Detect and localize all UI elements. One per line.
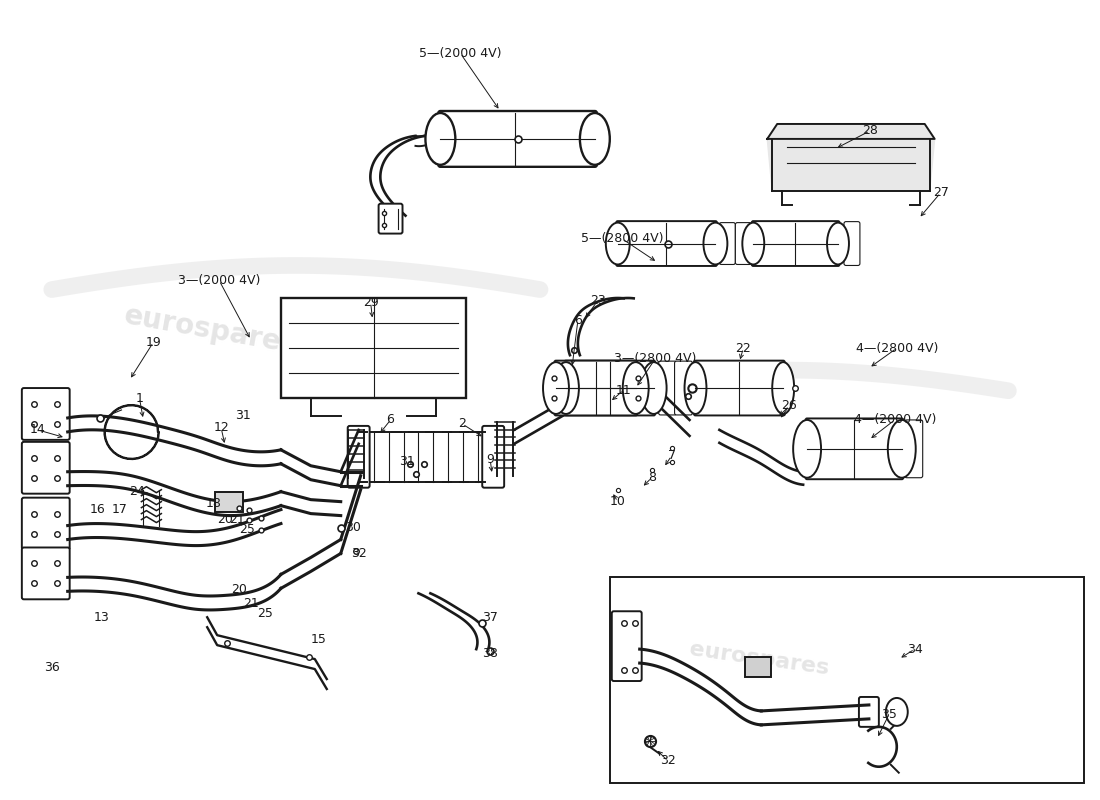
Text: 36: 36 <box>44 661 59 674</box>
FancyBboxPatch shape <box>22 388 69 440</box>
Text: eurospares: eurospares <box>689 639 830 679</box>
Text: 38: 38 <box>482 646 498 660</box>
Text: 9: 9 <box>486 454 494 466</box>
Text: 8: 8 <box>648 471 656 484</box>
Text: 1: 1 <box>135 391 143 405</box>
Ellipse shape <box>888 420 915 478</box>
Text: 31: 31 <box>398 455 415 468</box>
FancyBboxPatch shape <box>805 418 903 479</box>
FancyBboxPatch shape <box>564 361 656 415</box>
Ellipse shape <box>553 362 579 414</box>
Text: 17: 17 <box>111 503 128 516</box>
Ellipse shape <box>704 222 727 265</box>
Text: 20: 20 <box>217 513 233 526</box>
Text: 4—(2000 4V): 4—(2000 4V) <box>854 414 936 426</box>
FancyBboxPatch shape <box>844 222 860 266</box>
Ellipse shape <box>742 222 764 265</box>
Text: 12: 12 <box>213 422 229 434</box>
Text: 29: 29 <box>363 296 378 309</box>
Text: 4—(2800 4V): 4—(2800 4V) <box>856 342 938 354</box>
Text: 14: 14 <box>30 423 46 436</box>
FancyBboxPatch shape <box>616 221 717 266</box>
Text: 28: 28 <box>862 125 878 138</box>
Text: eurospares: eurospares <box>122 301 300 359</box>
Text: 13: 13 <box>94 610 109 624</box>
Text: 3—(2800 4V): 3—(2800 4V) <box>615 352 696 365</box>
Bar <box>359 432 493 482</box>
Ellipse shape <box>426 113 455 165</box>
FancyBboxPatch shape <box>22 547 69 599</box>
Ellipse shape <box>886 698 907 726</box>
Ellipse shape <box>543 362 569 414</box>
FancyBboxPatch shape <box>859 697 879 727</box>
FancyBboxPatch shape <box>482 426 504 488</box>
Text: 31: 31 <box>235 410 251 422</box>
FancyBboxPatch shape <box>22 442 69 494</box>
Ellipse shape <box>684 362 706 414</box>
Text: 37: 37 <box>482 610 498 624</box>
Text: 7: 7 <box>668 450 675 462</box>
Text: 30: 30 <box>344 521 361 534</box>
Ellipse shape <box>606 222 629 265</box>
Ellipse shape <box>772 362 794 414</box>
FancyBboxPatch shape <box>694 361 784 415</box>
Text: 26: 26 <box>781 399 798 413</box>
Text: 3—(2000 4V): 3—(2000 4V) <box>178 274 261 287</box>
FancyBboxPatch shape <box>554 361 637 415</box>
FancyBboxPatch shape <box>22 498 69 550</box>
Text: 34: 34 <box>906 642 923 656</box>
Text: 35: 35 <box>881 709 896 722</box>
Text: 23: 23 <box>590 294 606 307</box>
Ellipse shape <box>640 362 667 414</box>
FancyBboxPatch shape <box>719 222 736 265</box>
Text: 10: 10 <box>609 495 626 508</box>
Text: 32: 32 <box>351 547 366 560</box>
Text: 20: 20 <box>231 583 248 596</box>
FancyBboxPatch shape <box>674 361 693 415</box>
Text: 18: 18 <box>206 497 221 510</box>
Bar <box>746 657 771 677</box>
FancyBboxPatch shape <box>348 426 370 488</box>
Ellipse shape <box>580 113 609 165</box>
Text: 5—(2000 4V): 5—(2000 4V) <box>419 46 502 60</box>
Text: 5—(2800 4V): 5—(2800 4V) <box>581 232 663 245</box>
Text: 32: 32 <box>660 754 675 767</box>
Text: 19: 19 <box>145 336 162 349</box>
FancyBboxPatch shape <box>378 204 403 234</box>
Text: 6: 6 <box>386 414 395 426</box>
FancyBboxPatch shape <box>659 361 676 415</box>
Text: 6: 6 <box>574 314 582 326</box>
Text: 21: 21 <box>229 513 245 526</box>
Polygon shape <box>767 124 935 190</box>
Bar <box>280 298 466 398</box>
Text: 15: 15 <box>311 633 327 646</box>
Text: 21: 21 <box>243 597 258 610</box>
Text: eurospares: eurospares <box>640 590 818 648</box>
Bar <box>216 492 243 512</box>
Ellipse shape <box>793 420 821 478</box>
Text: 25: 25 <box>239 523 255 536</box>
Bar <box>609 578 1085 782</box>
Text: 2: 2 <box>459 418 466 430</box>
FancyBboxPatch shape <box>751 221 839 266</box>
Text: 22: 22 <box>736 342 751 354</box>
Text: 25: 25 <box>257 606 273 620</box>
FancyBboxPatch shape <box>612 611 641 681</box>
FancyBboxPatch shape <box>439 111 597 167</box>
FancyBboxPatch shape <box>905 420 923 478</box>
Text: 16: 16 <box>90 503 106 516</box>
Text: 11: 11 <box>616 383 631 397</box>
Ellipse shape <box>827 222 849 265</box>
Text: 27: 27 <box>933 186 948 199</box>
Ellipse shape <box>623 362 649 414</box>
FancyBboxPatch shape <box>736 222 751 265</box>
Text: 24: 24 <box>130 485 145 498</box>
